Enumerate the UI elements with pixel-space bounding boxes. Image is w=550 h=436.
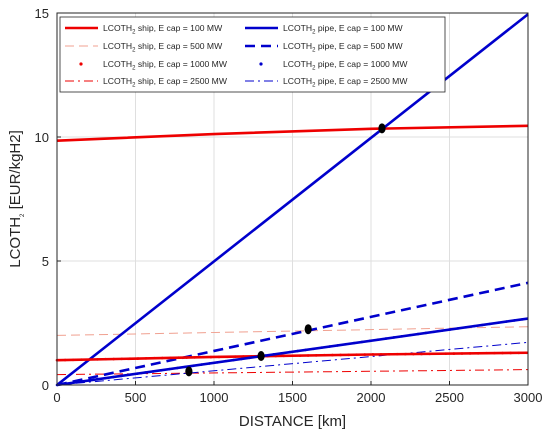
legend-label: LCOTH2 pipe, E cap = 100 MW [283, 23, 404, 36]
x-tick-label: 1500 [278, 390, 307, 405]
y-tick-label: 15 [35, 6, 49, 21]
legend-item-5: LCOTH2 ship, E cap = 1000 MW [79, 59, 228, 72]
legend-label: LCOTH2 pipe, E cap = 2500 MW [283, 76, 408, 89]
legend-item-7: LCOTH2 ship, E cap = 2500 MW [65, 76, 228, 89]
y-axis-label: LCOTH2 [EUR/kgH2] [7, 130, 26, 268]
y-tick-label: 5 [42, 254, 49, 269]
legend-item-2: LCOTH2 pipe, E cap = 100 MW [245, 23, 404, 36]
legend-label-subscript: 2 [132, 83, 136, 89]
overlay-line-1 [56, 351, 529, 362]
legend-item-4: LCOTH2 pipe, E cap = 500 MW [245, 41, 404, 54]
intersection-point [304, 324, 312, 335]
legend-label-subscript: 2 [312, 66, 316, 72]
series-line-4 [56, 281, 529, 387]
intersection-point [257, 350, 265, 361]
legend-label-main: LCOTH [103, 59, 132, 69]
y-axis-label-subscript: 2 [20, 213, 26, 217]
axis-ticks: 0 500 1000 1500 2000 2500 3000 0 5 10 15 [35, 6, 543, 405]
legend-label: LCOTH2 ship, E cap = 2500 MW [103, 76, 228, 89]
series-line-2 [56, 13, 529, 387]
legend: LCOTH2 ship, E cap = 100 MW LCOTH2 pipe, … [59, 16, 446, 93]
legend-label-main: LCOTH [103, 41, 132, 51]
legend-swatch [79, 62, 83, 66]
legend-label: LCOTH2 ship, E cap = 500 MW [103, 41, 223, 54]
x-tick-label: 500 [125, 390, 147, 405]
legend-label-main: LCOTH [283, 23, 312, 33]
series-lines [55, 13, 530, 387]
legend-label-rest: pipe, E cap = 500 MW [315, 41, 403, 51]
x-tick-label: 2500 [435, 390, 464, 405]
y-axis-label-main: LCOTH [7, 217, 24, 268]
legend-label-main: LCOTH [103, 23, 132, 33]
legend-label: LCOTH2 pipe, E cap = 500 MW [283, 41, 404, 54]
intersection-points [185, 123, 386, 377]
series-line-8 [56, 341, 529, 386]
legend-label-rest: ship, E cap = 500 MW [135, 41, 223, 51]
legend-label-rest: ship, E cap = 1000 MW [135, 59, 227, 69]
legend-label-rest: pipe, E cap = 2500 MW [315, 76, 408, 86]
series-line-1 [56, 124, 529, 143]
legend-label-rest: pipe, E cap = 1000 MW [315, 59, 408, 69]
legend-label-subscript: 2 [132, 66, 136, 72]
x-tick-label: 1000 [200, 390, 229, 405]
legend-label-subscript: 2 [312, 30, 316, 36]
overlay-line-2 [56, 317, 529, 387]
series-line-3 [56, 326, 529, 336]
legend-label-main: LCOTH [283, 41, 312, 51]
legend-label-subscript: 2 [312, 83, 316, 89]
legend-label-rest: ship, E cap = 100 MW [135, 23, 223, 33]
x-axis-label: DISTANCE [km] [239, 413, 346, 430]
legend-label-main: LCOTH [283, 76, 312, 86]
y-axis-label-unit: [EUR/kgH2] [7, 130, 24, 213]
legend-label: LCOTH2 pipe, E cap = 1000 MW [283, 59, 408, 72]
legend-label-main: LCOTH [103, 76, 132, 86]
legend-label: LCOTH2 ship, E cap = 1000 MW [103, 59, 228, 72]
intersection-point [378, 123, 386, 134]
legend-item-1: LCOTH2 ship, E cap = 100 MW [65, 23, 223, 36]
x-tick-label: 0 [53, 390, 60, 405]
x-tick-label: 2000 [357, 390, 386, 405]
legend-swatch [259, 62, 263, 66]
legend-label-rest: pipe, E cap = 100 MW [315, 23, 403, 33]
legend-item-6: LCOTH2 pipe, E cap = 1000 MW [259, 59, 408, 72]
legend-item-8: LCOTH2 pipe, E cap = 2500 MW [245, 76, 408, 89]
intersection-point [185, 366, 193, 377]
y-tick-label: 0 [42, 378, 49, 393]
legend-label-subscript: 2 [132, 30, 136, 36]
legend-label: LCOTH2 ship, E cap = 100 MW [103, 23, 223, 36]
y-tick-label: 10 [35, 130, 49, 145]
legend-item-3: LCOTH2 ship, E cap = 500 MW [65, 41, 223, 54]
legend-label-rest: ship, E cap = 2500 MW [135, 76, 227, 86]
legend-label-subscript: 2 [312, 48, 316, 54]
legend-label-main: LCOTH [283, 59, 312, 69]
legend-box [59, 16, 446, 93]
x-tick-label: 3000 [514, 390, 543, 405]
legend-label-subscript: 2 [132, 48, 136, 54]
